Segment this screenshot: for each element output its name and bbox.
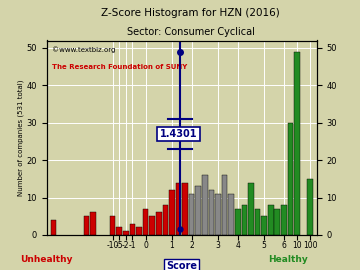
Bar [143,209,148,235]
Bar [255,209,260,235]
Bar [242,205,247,235]
Bar [222,175,228,235]
Bar [235,209,240,235]
Bar [288,123,293,235]
Text: Sector: Consumer Cyclical: Sector: Consumer Cyclical [127,27,255,37]
Bar [274,209,280,235]
Bar [228,194,234,235]
Bar [136,227,142,235]
Text: Z-Score Histogram for HZN (2016): Z-Score Histogram for HZN (2016) [102,8,280,18]
Bar [90,212,96,235]
Y-axis label: Number of companies (531 total): Number of companies (531 total) [17,79,24,196]
Bar [281,205,287,235]
Text: The Research Foundation of SUNY: The Research Foundation of SUNY [52,64,188,70]
Text: ©www.textbiz.org: ©www.textbiz.org [52,46,116,53]
Text: 1.4301: 1.4301 [160,129,197,139]
Bar [130,224,135,235]
Bar [156,212,162,235]
Bar [268,205,274,235]
Bar [202,175,208,235]
Bar [195,186,201,235]
Bar [176,183,181,235]
Bar [189,194,194,235]
Bar [116,227,122,235]
Text: Unhealthy: Unhealthy [21,255,73,264]
Bar [51,220,56,235]
Bar [209,190,214,235]
Bar [162,205,168,235]
Bar [294,52,300,235]
Bar [248,183,254,235]
Bar [110,216,116,235]
Bar [261,216,267,235]
Bar [215,194,221,235]
Bar [149,216,155,235]
Bar [84,216,89,235]
Bar [182,183,188,235]
Bar [123,231,129,235]
Bar [169,190,175,235]
Text: Healthy: Healthy [268,255,308,264]
X-axis label: Score: Score [166,261,197,270]
Bar [307,179,313,235]
